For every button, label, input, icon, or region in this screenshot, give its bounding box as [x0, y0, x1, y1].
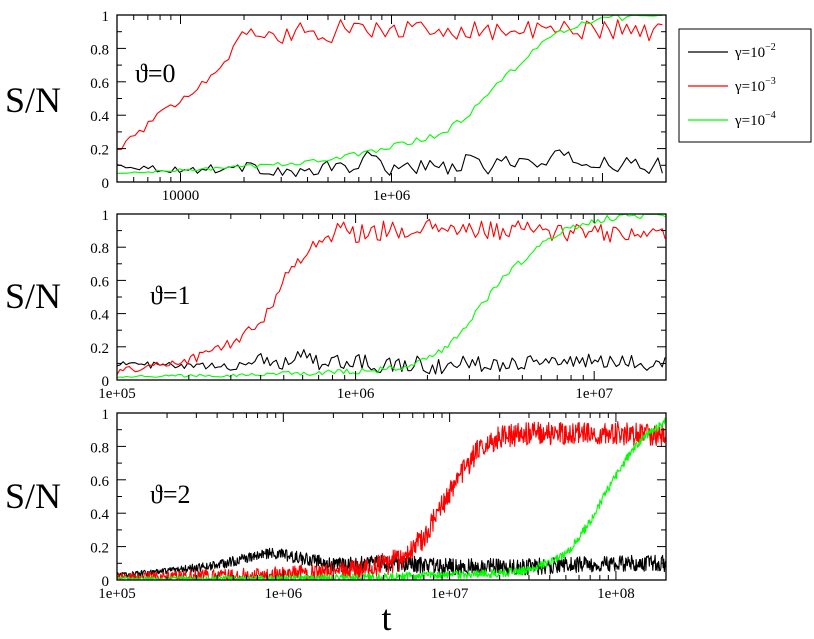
panel-1: 1e+05 1e+06 1e+07 0 0.2 0.4 0.6 0.8 1 S/N ϑ=1: [5, 208, 667, 402]
y-axis-label: S/N: [5, 80, 61, 120]
theta-annotation: ϑ=0: [135, 59, 176, 88]
y-tick-label: 0.4: [90, 308, 109, 324]
x-tick-label: 1e+05: [98, 586, 136, 602]
y-tick-label: 0.8: [90, 241, 109, 257]
y-tick-label: 0.2: [90, 541, 109, 557]
y-tick-label: 0.2: [90, 143, 109, 159]
legend-label-2: γ=10−4: [734, 110, 776, 129]
y-tick-label: 0.6: [90, 76, 109, 92]
series-line-1: [117, 19, 663, 150]
series-line-1: [117, 421, 666, 580]
x-tick-label: 1e+06: [337, 386, 375, 402]
legend-label-0: γ=10−2: [734, 42, 776, 61]
y-tick-label: 0: [102, 176, 110, 192]
x-tick-label: 1e+07: [431, 586, 469, 602]
y-tick-label: 0.6: [90, 474, 109, 490]
y-axis-label: S/N: [5, 276, 61, 316]
x-tick-label: 1e+05: [98, 386, 136, 402]
y-tick-label: 0.4: [90, 507, 109, 523]
legend-item-1: γ=10−3: [688, 76, 776, 95]
series-line-1: [117, 218, 666, 375]
series-group: [117, 214, 666, 379]
x-tick-label: 1e+06: [373, 188, 411, 204]
x-tick-label: 10000: [162, 188, 200, 204]
series-group: [117, 15, 663, 178]
y-tick-label: 0: [102, 574, 110, 590]
y-tick-label: 1: [102, 208, 110, 224]
legend: γ=10−2 γ=10−3 γ=10−4: [678, 28, 812, 143]
series-line-2: [117, 214, 666, 379]
theta-annotation: ϑ=2: [150, 480, 191, 509]
series-group: [117, 417, 666, 580]
x-tick-label: 1e+07: [575, 386, 613, 402]
series-line-0: [117, 349, 666, 375]
series-line-0: [117, 149, 663, 178]
legend-item-2: γ=10−4: [688, 110, 776, 129]
y-tick-label: 1: [102, 9, 110, 25]
y-tick-label: 0.8: [90, 440, 109, 456]
series-line-0: [117, 547, 666, 578]
theta-annotation: ϑ=1: [150, 281, 191, 310]
y-tick-label: 0.8: [90, 42, 109, 58]
panel-0: 10000 1e+06 0 0.2 0.4 0.6 0.8 1 S/N ϑ=0: [5, 9, 667, 204]
y-tick-label: 0.4: [90, 109, 109, 125]
y-tick-label: 0.2: [90, 341, 109, 357]
plot-frame: [116, 14, 667, 183]
y-tick-label: 1: [102, 407, 110, 423]
panels: 10000 1e+06 0 0.2 0.4 0.6 0.8 1 S/N ϑ=0 1e+05 1e+06…: [5, 9, 667, 638]
y-tick-label: 0: [102, 374, 110, 390]
series-line-2: [117, 417, 666, 580]
series-line-2: [117, 15, 663, 174]
y-axis-label: S/N: [5, 476, 61, 516]
x-axis-label: t: [381, 598, 391, 638]
panel-2: 1e+05 1e+06 1e+07 1e+08 0 0.2 0.4 0.6 0.8 1 S/N ϑ=2…: [5, 407, 667, 638]
legend-label-1: γ=10−3: [734, 76, 776, 95]
y-tick-label: 0.6: [90, 274, 109, 290]
legend-item-0: γ=10−2: [688, 42, 776, 61]
x-tick-label: 1e+06: [264, 586, 302, 602]
x-tick-label: 1e+08: [597, 586, 635, 602]
